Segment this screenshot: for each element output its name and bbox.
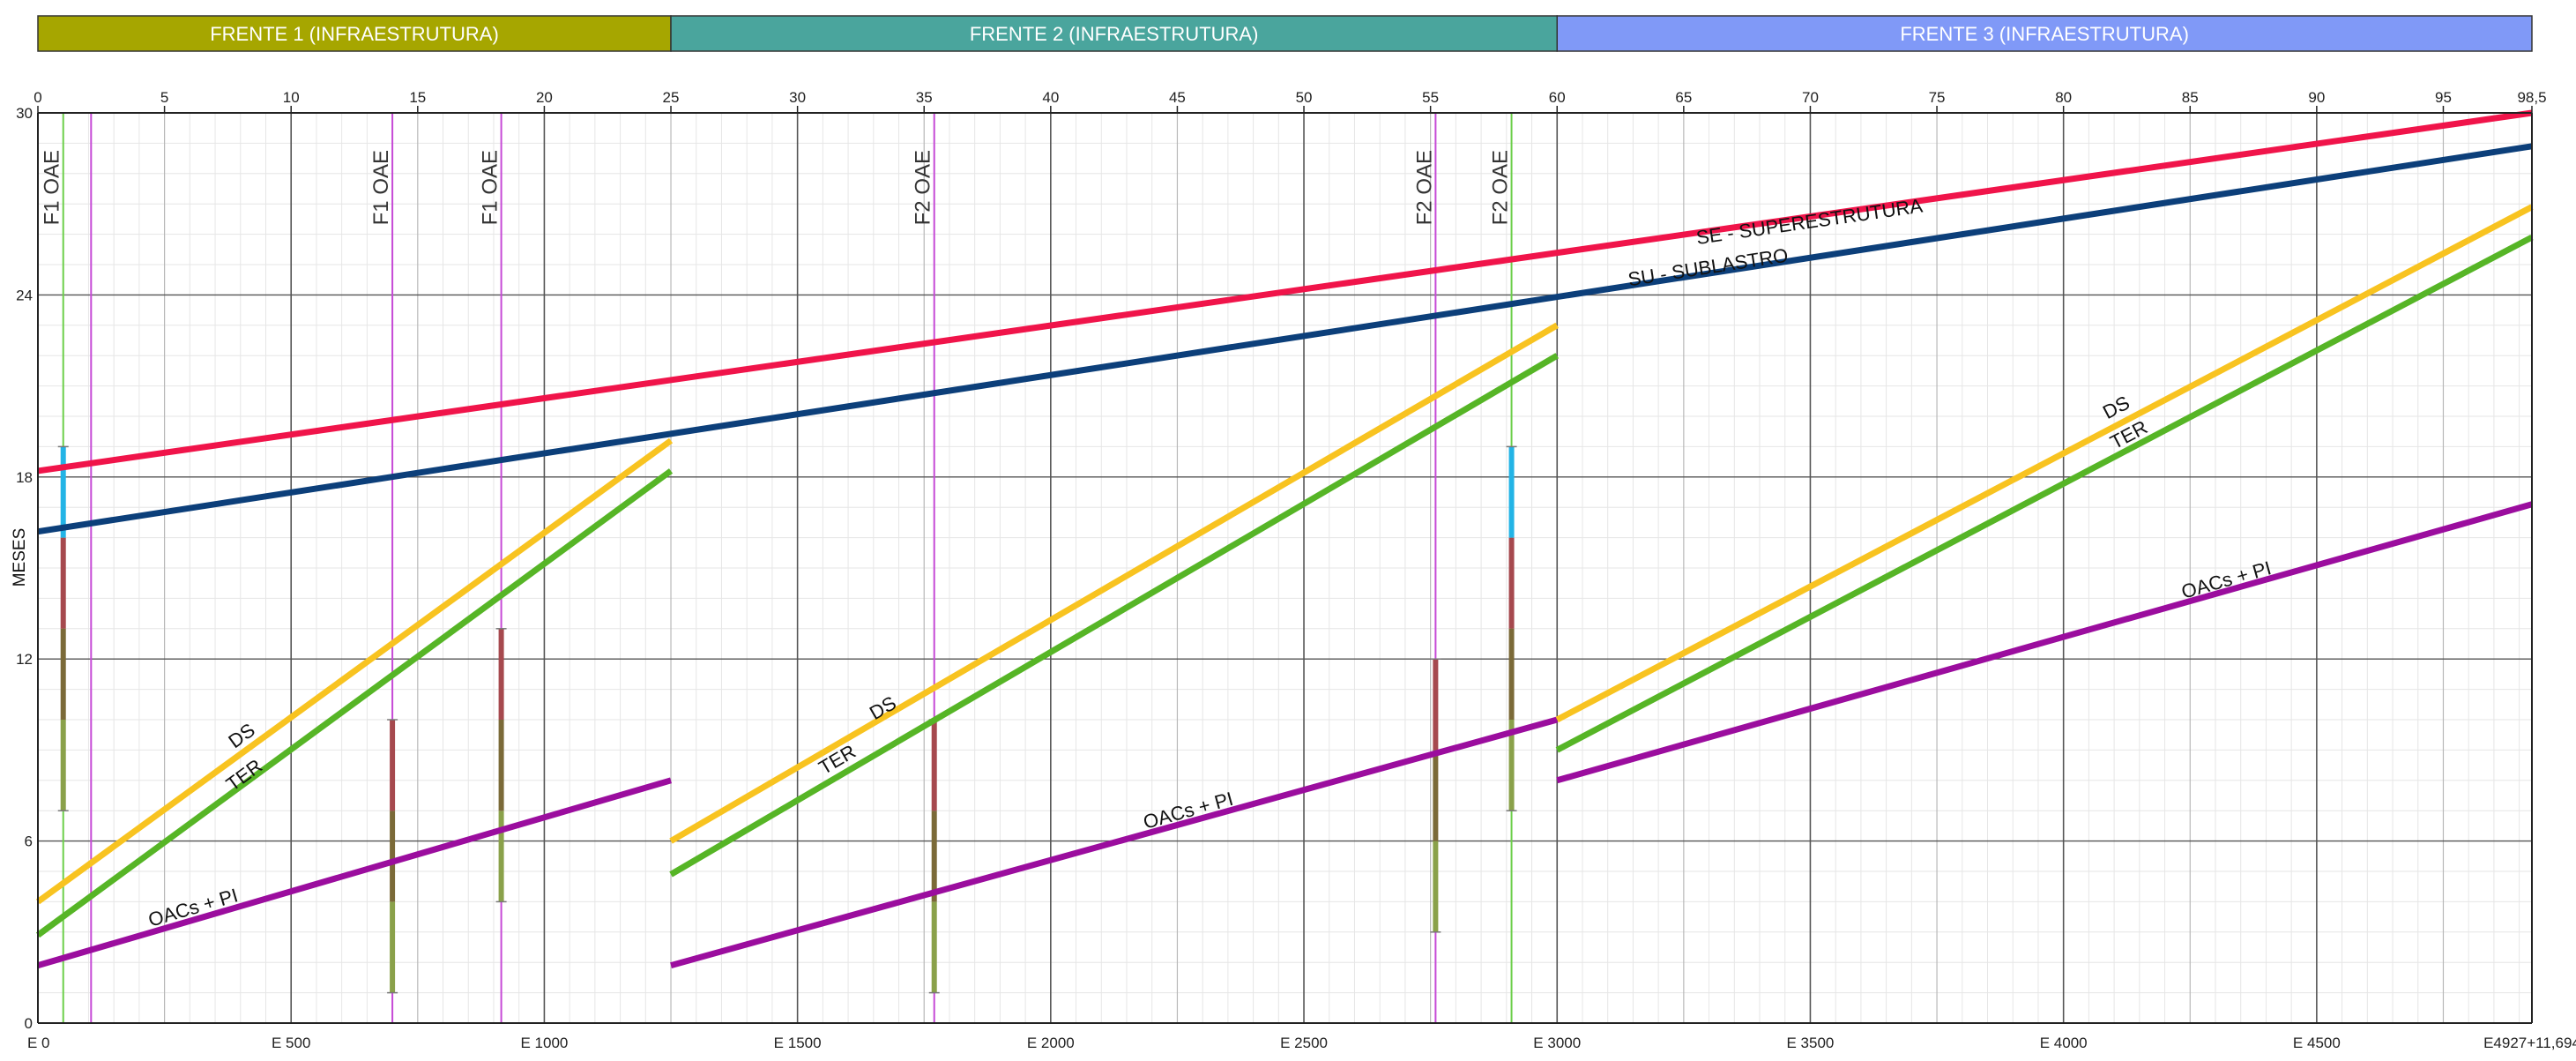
series-line (1555, 234, 2534, 753)
x-bottom-tick-label: E 500 (272, 1035, 310, 1051)
series-label: SE - SUPERESTRUTURA (1694, 194, 1924, 249)
x-top-tick-label: 60 (1549, 89, 1566, 106)
oae-label: F2 OAE (1412, 150, 1436, 225)
x-top-tick-label: 65 (1675, 89, 1692, 106)
series-line (37, 143, 2533, 535)
series-line (670, 716, 1559, 969)
front-2-band (670, 15, 1558, 52)
oae-label: F1 OAE (369, 150, 393, 225)
y-tick-label: 12 (16, 651, 33, 668)
x-top-tick-label: 40 (1042, 89, 1059, 106)
x-bottom-tick-label: E 0 (27, 1035, 50, 1051)
series-line (1556, 501, 2533, 784)
x-top-tick-label: 85 (2182, 89, 2199, 106)
x-top-tick-label: 90 (2308, 89, 2325, 106)
front-1-band (37, 15, 672, 52)
series-lines (35, 109, 2534, 969)
x-top-tick-label: 30 (789, 89, 806, 106)
series-line (35, 468, 674, 938)
series-label: SU - SUBLASTRO (1627, 244, 1790, 291)
chart-grid (37, 112, 2533, 1024)
x-bottom-tick-label: E 2000 (1027, 1035, 1075, 1051)
x-top-tick-label: 98,5 (2517, 89, 2546, 106)
x-bottom-tick-label: E 2500 (1280, 1035, 1328, 1051)
x-top-tick-label: 45 (1169, 89, 1186, 106)
y-tick-label: 24 (16, 287, 33, 303)
x-top-tick-label: 20 (536, 89, 553, 106)
x-bottom-tick-label: E 4000 (2040, 1035, 2088, 1051)
oae-label: F2 OAE (1489, 150, 1513, 225)
series-label: OACs + PI (1141, 788, 1235, 833)
series-label: TER (815, 740, 860, 779)
y-tick-label: 18 (16, 469, 33, 486)
x-bottom-tick-label: E 4500 (2293, 1035, 2341, 1051)
fronts-header: FRENTE 1 (INFRAESTRUTURA) FRENTE 2 (INFRA… (37, 15, 2533, 52)
x-bottom-tick-label: E 3500 (1787, 1035, 1835, 1051)
series-label: OACs + PI (145, 884, 240, 930)
x-top-tick-label: 10 (283, 89, 300, 106)
series-line (37, 777, 673, 968)
y-tick-label: 6 (25, 833, 33, 850)
y-axis-title: MESES (11, 528, 29, 587)
y-tick-label: 0 (25, 1015, 33, 1032)
front-1-label: FRENTE 1 (INFRAESTRUTURA) (210, 23, 499, 45)
x-bottom-tick-label: E 1000 (520, 1035, 568, 1051)
oae-label: F2 OAE (912, 150, 935, 225)
front-3-label: FRENTE 3 (INFRAESTRUTURA) (1900, 23, 2189, 45)
x-top-tick-label: 80 (2055, 89, 2072, 106)
series-line (37, 109, 2533, 474)
oae-label: F1 OAE (41, 150, 64, 225)
series-label: OACs + PI (2179, 557, 2274, 603)
x-top-tick-label: 5 (160, 89, 168, 106)
x-top-tick-label: 35 (916, 89, 933, 106)
x-top-tick-label: 75 (1929, 89, 1946, 106)
front-3-band (1556, 15, 2533, 52)
x-top-tick-label: 25 (663, 89, 680, 106)
x-top-tick-label: 95 (2435, 89, 2452, 106)
x-bottom-tick-label: E 1500 (774, 1035, 822, 1051)
series-line (669, 353, 1560, 878)
x-top-tick-label: 15 (409, 89, 426, 106)
x-top-tick-label: 50 (1296, 89, 1313, 106)
x-top-tick-label: 0 (34, 89, 41, 106)
series-line (35, 437, 674, 905)
oae-markers: F1 OAE F1 OAE F1 OAE F2 OAE F2 OAE F2 OAE (41, 113, 1517, 1023)
oae-label: F1 OAE (479, 150, 503, 225)
series-line (669, 322, 1560, 844)
y-tick-label: 30 (16, 105, 33, 122)
x-bottom-tick-label: E4927+11,694 (2483, 1035, 2576, 1051)
x-top-tick-label: 70 (1802, 89, 1819, 106)
series-line (1555, 204, 2534, 723)
front-2-label: FRENTE 2 (INFRAESTRUTURA) (970, 23, 1259, 45)
chart-axes: 0 5 10 15 20 25 30 35 40 45 50 55 60 65 70 75 80 85 90 95 98… (16, 89, 2576, 1051)
x-top-tick-label: 55 (1422, 89, 1439, 106)
x-bottom-tick-label: E 3000 (1533, 1035, 1581, 1051)
